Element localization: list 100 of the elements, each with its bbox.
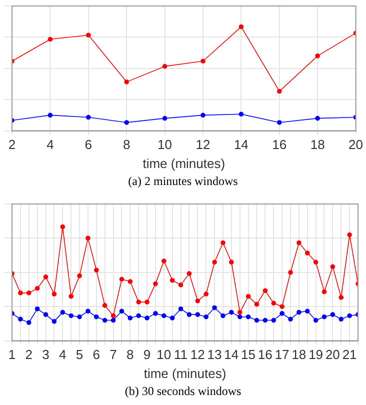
point (102, 303, 108, 308)
x-tick-label: 6 (84, 137, 92, 152)
point (212, 260, 217, 265)
point (136, 300, 141, 304)
point (178, 282, 184, 288)
point (237, 310, 242, 315)
x-tick-label: 11 (174, 347, 188, 362)
point (94, 314, 99, 320)
x-tick-label: 17 (274, 347, 290, 362)
x-axis-title: time (minutes) (144, 366, 226, 381)
x-tick-label: 7 (110, 347, 117, 362)
point (254, 318, 260, 323)
point (18, 316, 23, 322)
point (170, 278, 175, 283)
point (119, 308, 124, 314)
point (124, 120, 129, 125)
point (102, 318, 108, 323)
point (262, 318, 268, 323)
point (48, 112, 53, 118)
point (204, 292, 208, 296)
point (322, 289, 327, 294)
x-tick-label: 8 (126, 347, 134, 362)
point (304, 308, 310, 314)
x-tick-label: 16 (258, 347, 272, 362)
point (77, 273, 82, 278)
point (313, 318, 318, 323)
x-tick-label: 14 (234, 137, 248, 152)
point (204, 314, 208, 320)
x-tick-label: 18 (292, 347, 306, 362)
x-tick-label: 2 (8, 137, 16, 152)
point (195, 298, 200, 304)
point (262, 288, 268, 294)
point (315, 116, 320, 121)
point (315, 54, 320, 58)
x-tick-label: 9 (143, 347, 151, 362)
point (86, 32, 91, 38)
point (276, 120, 282, 125)
point (276, 88, 282, 94)
point (246, 294, 251, 299)
point (34, 286, 40, 291)
point (238, 112, 244, 117)
point (43, 274, 48, 280)
point (48, 36, 53, 42)
x-tick-label: 6 (92, 347, 100, 362)
point (136, 313, 141, 318)
x-tick-label: 10 (156, 347, 172, 362)
point (162, 64, 168, 69)
point (178, 306, 184, 312)
point (34, 306, 40, 312)
point (347, 313, 352, 318)
point (77, 314, 82, 320)
x-tick-label: 5 (76, 347, 84, 362)
point (110, 318, 116, 323)
x-tick-label: 18 (310, 137, 325, 152)
point (304, 250, 310, 256)
point (153, 281, 158, 286)
point (119, 276, 124, 282)
x-tick-label: 3 (42, 347, 50, 362)
x-tick-label: 10 (158, 137, 172, 152)
point (271, 318, 276, 323)
point (220, 313, 226, 318)
point (338, 295, 344, 300)
point (186, 312, 192, 317)
point (186, 271, 192, 276)
point (86, 236, 90, 241)
point (60, 224, 66, 230)
x-tick-label: 12 (196, 137, 210, 152)
point (86, 114, 91, 120)
text: (a) 2 minutes windows (127, 173, 239, 190)
x-tick-label: 4 (59, 347, 66, 362)
point (162, 313, 166, 318)
point (229, 310, 234, 315)
point (238, 24, 244, 30)
point (18, 290, 23, 296)
point (162, 116, 168, 121)
point (94, 268, 99, 273)
point (144, 300, 150, 304)
point (330, 264, 336, 270)
point (110, 313, 116, 318)
x-tick-label: 16 (272, 137, 287, 152)
point (246, 314, 251, 320)
text: (b) 30 seconds windows (124, 383, 242, 400)
x-tick-label: 1 (8, 347, 16, 362)
point (26, 290, 32, 296)
x-tick-label: 19 (308, 347, 324, 362)
point (296, 240, 302, 246)
point (313, 260, 318, 265)
point (338, 316, 344, 322)
point (52, 319, 57, 324)
point (68, 294, 74, 299)
point (128, 316, 133, 320)
point (229, 260, 234, 265)
x-axis-title: time (minutes) (142, 156, 226, 171)
point (128, 279, 133, 284)
x-tick-label: 12 (190, 347, 205, 362)
x-tick-label: 21 (342, 347, 357, 362)
x-tick-label: 20 (325, 347, 340, 362)
point (280, 311, 284, 316)
point (200, 58, 206, 64)
point (322, 314, 327, 320)
